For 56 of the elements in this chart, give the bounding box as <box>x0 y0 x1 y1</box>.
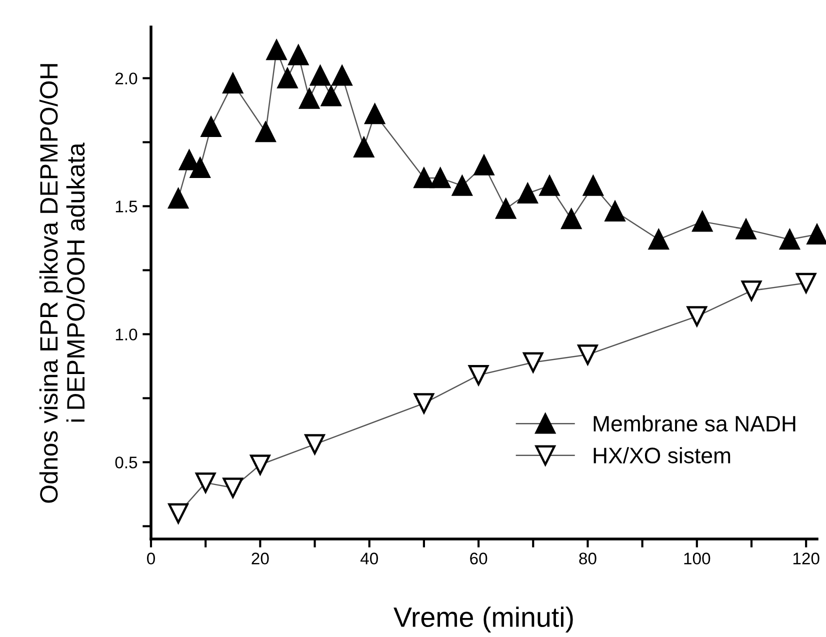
point <box>604 201 626 222</box>
x-tick-label: 100 <box>684 552 710 564</box>
x-tick-label: 120 <box>793 552 820 564</box>
point <box>321 86 342 106</box>
point <box>430 168 450 188</box>
point <box>539 176 560 196</box>
point <box>806 224 826 244</box>
x-tick-label: 80 <box>579 552 596 564</box>
y-tick-label: 1.5 <box>116 200 138 212</box>
point <box>222 478 244 498</box>
x-tick-label: 40 <box>360 552 378 564</box>
point <box>796 272 816 294</box>
y-tick-label: 2.0 <box>115 72 138 84</box>
x-tick-label: 60 <box>470 552 488 564</box>
point <box>452 176 472 196</box>
point <box>468 365 489 386</box>
point <box>168 503 188 524</box>
point <box>310 66 330 86</box>
point <box>304 434 325 454</box>
point <box>299 88 320 109</box>
point <box>518 183 538 204</box>
point <box>741 280 762 301</box>
point <box>686 306 708 326</box>
point <box>354 137 374 158</box>
x-axis-title: Vreme (minuti) <box>394 606 573 632</box>
point <box>414 393 434 414</box>
point <box>195 472 216 493</box>
x-tick-label: 0 <box>147 552 155 564</box>
point <box>222 73 244 94</box>
point <box>288 45 309 66</box>
point <box>583 176 604 196</box>
point <box>250 454 270 475</box>
point <box>474 155 494 176</box>
point <box>332 66 352 86</box>
point <box>277 68 298 88</box>
point <box>578 344 598 365</box>
point <box>364 104 385 124</box>
x-tick-label: 20 <box>252 552 269 564</box>
point <box>256 122 276 142</box>
point <box>200 116 222 137</box>
point <box>692 211 712 232</box>
point <box>780 229 800 250</box>
legend-label: HX/XO sistem <box>594 447 730 464</box>
point <box>168 188 188 209</box>
point <box>414 168 434 188</box>
y-axis-title: Odnos visina EPR pikova DEPMPO/OH i DEPMPO/OOH adukata <box>39 64 85 503</box>
y-tick-label: 1.0 <box>116 328 138 340</box>
point <box>561 208 582 230</box>
point <box>522 352 544 372</box>
point <box>496 198 516 219</box>
legend-label: Membrane sa NADH <box>594 415 796 432</box>
point <box>648 229 669 250</box>
y-tick-label: 0.5 <box>115 456 138 468</box>
point <box>266 40 287 60</box>
point <box>736 219 756 240</box>
point <box>190 158 210 178</box>
